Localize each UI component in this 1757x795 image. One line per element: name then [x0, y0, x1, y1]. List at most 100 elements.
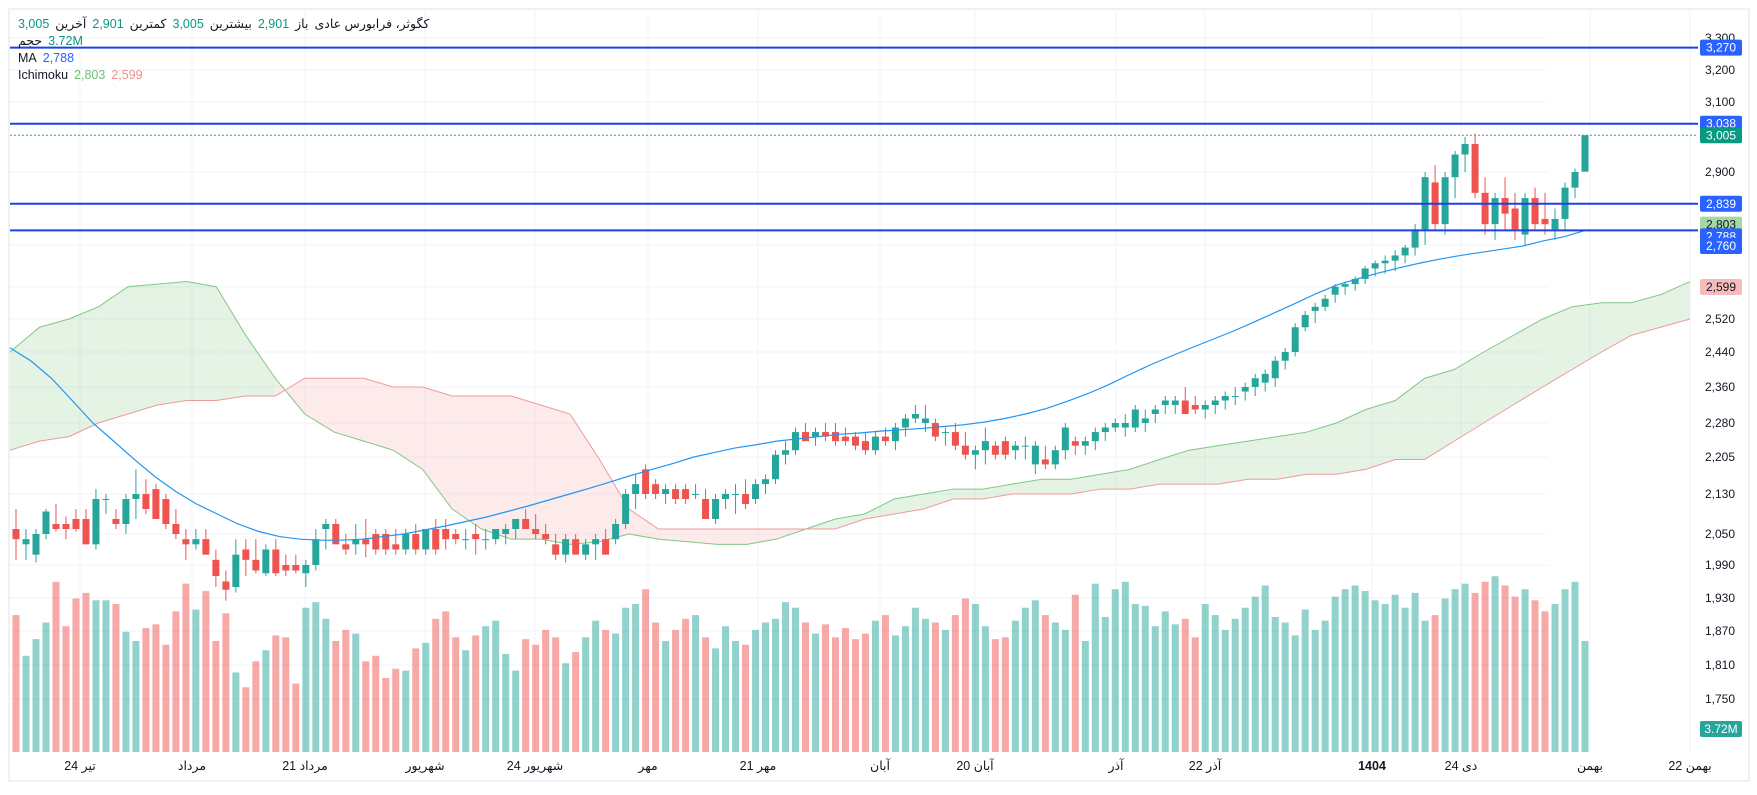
- volume-bar: [292, 683, 300, 752]
- legend-ichimoku-row[interactable]: Ichimoku 2,803 2,599: [18, 67, 348, 84]
- volume-bar: [462, 650, 470, 752]
- time-tick-label: آبان: [870, 758, 890, 773]
- volume-bar: [762, 622, 770, 752]
- candle-body: [142, 494, 150, 509]
- candle-body: [122, 499, 130, 524]
- volume-bar: [212, 641, 220, 752]
- candle-body: [332, 524, 340, 545]
- candle-body: [782, 450, 790, 455]
- time-tick-label: 21 مهر: [740, 759, 777, 774]
- candle-body: [732, 494, 740, 495]
- candle-body: [1311, 306, 1319, 311]
- candle-body: [152, 489, 160, 519]
- volume-bar: [452, 637, 460, 752]
- price-tick-label: 3,200: [1705, 63, 1735, 77]
- candle-body: [752, 484, 760, 499]
- volume-bar: [1541, 611, 1549, 752]
- candle-body: [532, 529, 540, 534]
- candle-body: [202, 539, 210, 555]
- candle-body: [472, 534, 480, 540]
- candle-body: [322, 524, 330, 529]
- candle-body: [12, 529, 20, 540]
- candle-body: [362, 539, 370, 545]
- volume-bar: [1561, 589, 1569, 752]
- candle-body: [1131, 409, 1139, 428]
- volume-bar: [1041, 615, 1049, 752]
- volume-bar: [682, 618, 690, 752]
- candle-body: [452, 534, 460, 540]
- volume-bar: [192, 609, 200, 752]
- volume-bar: [412, 648, 420, 752]
- volume-bar: [442, 611, 450, 752]
- candle-body: [1241, 387, 1249, 392]
- volume-bar: [352, 633, 360, 752]
- candle-body: [1331, 286, 1339, 295]
- candle-body: [182, 539, 190, 545]
- cloud-segment-green: [186, 281, 217, 401]
- volume-bar: [1171, 624, 1179, 752]
- volume-bar: [1261, 585, 1269, 752]
- legend-volume-row[interactable]: حجم 3.72M: [18, 33, 348, 50]
- volume-bar: [861, 633, 869, 752]
- volume-bar: [662, 641, 670, 752]
- candle-body: [981, 441, 989, 451]
- candle-body: [272, 549, 280, 574]
- volume-bar: [1351, 585, 1359, 752]
- candle-body: [1191, 405, 1199, 410]
- candle-body: [22, 539, 30, 545]
- price-tick-label: 1,990: [1705, 558, 1735, 572]
- candle-body: [951, 432, 959, 446]
- volume-bar: [522, 639, 530, 752]
- volume-bar: [382, 678, 390, 752]
- volume-bar: [492, 620, 500, 752]
- volume-bar: [92, 600, 100, 752]
- candle-body: [1471, 144, 1479, 193]
- candle-body: [1301, 314, 1309, 328]
- time-tick-label: 20 آبان: [956, 758, 994, 773]
- volume-bar: [532, 644, 540, 752]
- volume-bar: [1401, 607, 1409, 752]
- legend-high-value: 3,005: [172, 17, 204, 31]
- volume-bar: [542, 629, 550, 752]
- cloud-segment-green: [1483, 335, 1514, 423]
- candle-body: [712, 499, 720, 519]
- volume-bar: [642, 589, 650, 752]
- cloud-segment-red: [481, 396, 512, 540]
- candle-body: [692, 494, 700, 495]
- volume-bar: [1381, 604, 1389, 752]
- cloud-segment-red: [628, 509, 659, 540]
- legend-ma-row[interactable]: MA 2,788: [18, 50, 348, 67]
- volume-bar: [1451, 589, 1459, 752]
- cloud-segment-green: [127, 284, 158, 414]
- legend-close-value: 3,005: [18, 17, 50, 31]
- time-tick-label: 24 دی: [1445, 759, 1478, 773]
- volume-bar: [722, 626, 730, 752]
- candle-body: [422, 529, 430, 550]
- candle-body: [1161, 400, 1169, 405]
- volume-bar: [801, 622, 809, 752]
- legend-ma-label: MA: [18, 51, 37, 65]
- volume-bar: [622, 607, 630, 752]
- volume-bar: [1091, 583, 1099, 752]
- candle-body: [252, 559, 260, 571]
- volume-bar: [821, 624, 829, 752]
- volume-bar: [1411, 592, 1419, 752]
- candle-body: [352, 539, 360, 545]
- cloud-segment-red: [746, 529, 777, 545]
- price-tick-label: 2,280: [1705, 416, 1735, 430]
- cloud-segment-red: [304, 378, 335, 433]
- candle-body: [222, 581, 230, 590]
- volume-bar: [372, 655, 380, 752]
- candle-body: [1101, 427, 1109, 433]
- volume-bar: [772, 618, 780, 752]
- price-label-text: 3.72M: [1704, 722, 1737, 736]
- volume-bar: [702, 637, 710, 752]
- volume-bar: [632, 604, 640, 752]
- volume-bar: [312, 602, 320, 752]
- cloud-segment-green: [157, 281, 187, 405]
- candle-body: [1171, 400, 1179, 405]
- candle-body: [652, 484, 660, 494]
- candle-body: [971, 450, 979, 455]
- candle-body: [801, 432, 809, 442]
